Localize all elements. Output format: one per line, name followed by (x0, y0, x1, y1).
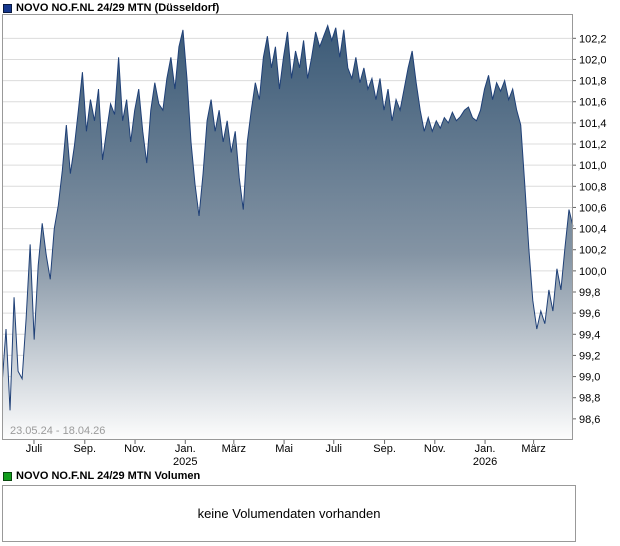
y-tick-label: 102,2 (579, 33, 607, 45)
y-tick-label: 100,2 (579, 245, 607, 257)
x-tick-label: Sep. (73, 443, 97, 455)
plot-border (2, 14, 573, 440)
y-tick-label: 100,0 (579, 266, 607, 278)
y-tick-label: 98,6 (579, 414, 600, 426)
x-tick-label: Jan. 2025 (173, 443, 198, 468)
x-tick-label: Juli (25, 443, 43, 455)
price-chart-header: NOVO NO.F.NL 24/29 MTN (Düsseldorf) (3, 2, 219, 14)
price-area-chart: 98,6 98,8 99,0 99,2 99,4 99,6 99,8 100,0 100,2 10… (2, 14, 607, 444)
x-tick-year-label: 2026 (472, 456, 498, 468)
y-tick-label: 99,2 (579, 350, 600, 362)
y-tick-label: 101,6 (579, 97, 607, 109)
volume-chart-header: NOVO NO.F.NL 24/29 MTN Volumen (3, 470, 200, 482)
y-tick-label: 100,6 (579, 202, 607, 214)
x-tick-label: Jan. 2026 (472, 443, 498, 468)
x-tick-year-label: 2025 (173, 456, 198, 468)
y-tick-label: 99,6 (579, 308, 600, 320)
x-tick-label: März (221, 443, 247, 455)
y-tick-label: 99,8 (579, 287, 600, 299)
price-area-fill (2, 25, 573, 440)
date-range-label: 23.05.24 - 18.04.26 (10, 425, 106, 437)
y-tick-label: 101,8 (579, 76, 607, 88)
y-tick-label: 102,0 (579, 54, 607, 66)
x-tick-label: Nov. (124, 443, 146, 455)
y-tick-label: 101,0 (579, 160, 607, 172)
price-series-marker-icon (3, 3, 12, 13)
y-tick-label: 100,4 (579, 224, 607, 236)
y-tick-label: 99,4 (579, 329, 600, 341)
y-tick-label: 98,8 (579, 393, 600, 405)
y-tick-label: 99,0 (579, 372, 600, 384)
volume-series-marker-icon (3, 471, 12, 481)
y-tick-label: 101,2 (579, 139, 607, 151)
volume-empty-message: keine Volumendaten vorhanden (197, 506, 381, 521)
volume-empty-box: keine Volumendaten vorhanden (2, 485, 576, 542)
x-tick-label: Nov. (423, 443, 446, 455)
volume-chart-title: NOVO NO.F.NL 24/29 MTN Volumen (16, 470, 201, 482)
y-tick-label: 100,8 (579, 181, 607, 193)
x-tick-label: Sep. (373, 443, 396, 455)
x-tick-label: Mai (275, 443, 293, 455)
x-tick-label: März (521, 443, 546, 455)
y-tick-label: 101,4 (579, 118, 607, 130)
x-tick-label: Juli (325, 443, 343, 455)
price-chart-title: NOVO NO.F.NL 24/29 MTN (Düsseldorf) (16, 2, 220, 14)
x-axis-labels: Juli Sep. Nov. Jan. 2025 März Mai Juli Sep. Nov. J… (2, 444, 577, 470)
price-line (2, 24, 574, 411)
